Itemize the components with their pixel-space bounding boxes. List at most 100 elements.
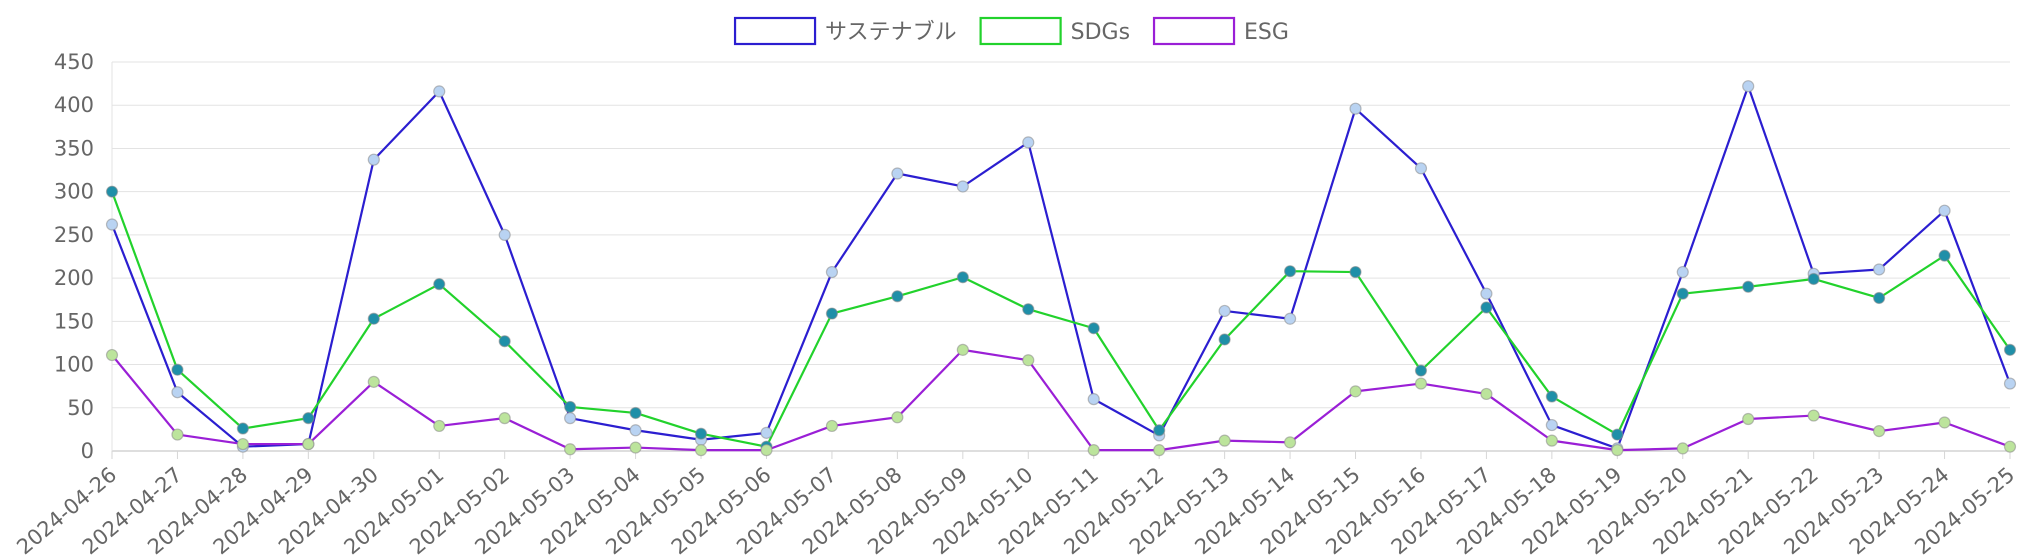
data-point[interactable] xyxy=(1676,442,1689,455)
data-point[interactable] xyxy=(1873,425,1886,438)
data-point[interactable] xyxy=(433,85,446,98)
data-point[interactable] xyxy=(1218,304,1231,318)
data-point[interactable] xyxy=(367,312,380,325)
data-point[interactable] xyxy=(694,427,708,440)
data-point[interactable] xyxy=(1676,287,1689,300)
data-point[interactable] xyxy=(105,185,119,198)
data-point[interactable] xyxy=(1283,312,1297,325)
data-point[interactable] xyxy=(1218,434,1231,447)
data-point[interactable] xyxy=(564,443,577,456)
data-point[interactable] xyxy=(105,348,119,362)
y-tick-label: 350 xyxy=(54,136,94,160)
y-tick-label: 450 xyxy=(54,50,94,74)
series-points[interactable] xyxy=(105,80,2017,457)
legend-item[interactable]: ESG xyxy=(1152,16,1289,46)
data-point[interactable] xyxy=(956,180,969,193)
data-point[interactable] xyxy=(1545,390,1558,403)
data-point[interactable] xyxy=(760,444,773,457)
data-point[interactable] xyxy=(1873,263,1886,276)
data-point[interactable] xyxy=(1022,303,1035,316)
data-point[interactable] xyxy=(956,271,969,284)
data-point[interactable] xyxy=(1480,387,1493,401)
data-point[interactable] xyxy=(1414,377,1428,390)
data-point[interactable] xyxy=(1087,322,1100,335)
data-point[interactable] xyxy=(1153,424,1166,437)
data-point[interactable] xyxy=(105,218,119,231)
data-point[interactable] xyxy=(1414,162,1428,175)
data-point[interactable] xyxy=(1349,265,1362,279)
data-point[interactable] xyxy=(171,428,184,441)
data-point[interactable] xyxy=(956,343,969,356)
series-lines xyxy=(110,85,2012,452)
data-point[interactable] xyxy=(1742,80,1755,93)
data-point[interactable] xyxy=(1545,434,1558,447)
legend-label: サステナブル xyxy=(825,20,957,45)
legend-item[interactable]: サステナブル xyxy=(733,16,957,46)
data-point[interactable] xyxy=(1480,287,1493,300)
data-point[interactable] xyxy=(1938,249,1951,262)
data-point[interactable] xyxy=(1153,444,1166,457)
data-point[interactable] xyxy=(2003,343,2017,356)
data-point[interactable] xyxy=(694,444,708,457)
data-point[interactable] xyxy=(1807,272,1820,286)
data-point[interactable] xyxy=(2003,440,2017,453)
data-point[interactable] xyxy=(1742,412,1755,426)
data-point[interactable] xyxy=(1807,409,1820,422)
data-point[interactable] xyxy=(1283,265,1297,278)
data-point[interactable] xyxy=(1938,416,1951,429)
data-point[interactable] xyxy=(171,386,184,399)
data-point[interactable] xyxy=(760,426,773,439)
data-point[interactable] xyxy=(236,437,249,451)
data-point[interactable] xyxy=(236,422,249,435)
data-point[interactable] xyxy=(1414,364,1428,377)
data-point[interactable] xyxy=(629,441,642,454)
data-point[interactable] xyxy=(1742,280,1755,293)
data-point[interactable] xyxy=(1218,333,1231,346)
data-point[interactable] xyxy=(433,278,446,291)
data-point[interactable] xyxy=(171,363,184,376)
data-point[interactable] xyxy=(825,265,839,279)
y-tick-label: 100 xyxy=(54,353,94,377)
data-point[interactable] xyxy=(564,400,577,414)
data-point[interactable] xyxy=(1022,136,1035,149)
data-point[interactable] xyxy=(1349,102,1362,115)
data-point[interactable] xyxy=(825,307,839,320)
data-point[interactable] xyxy=(302,412,315,425)
data-point[interactable] xyxy=(891,167,904,180)
data-point[interactable] xyxy=(825,419,839,433)
data-point[interactable] xyxy=(1087,444,1100,457)
data-point[interactable] xyxy=(1611,428,1624,441)
data-point[interactable] xyxy=(367,375,380,388)
data-point[interactable] xyxy=(2003,377,2017,390)
legend-item[interactable]: SDGs xyxy=(979,16,1130,46)
data-point[interactable] xyxy=(498,335,511,348)
y-tick-label: 250 xyxy=(54,223,94,247)
data-point[interactable] xyxy=(1611,444,1624,457)
legend-swatch xyxy=(1152,16,1236,46)
data-point[interactable] xyxy=(1283,436,1297,449)
data-point[interactable] xyxy=(498,228,511,241)
data-point[interactable] xyxy=(891,290,904,303)
data-point[interactable] xyxy=(1022,354,1035,367)
data-point[interactable] xyxy=(1873,291,1886,305)
data-point[interactable] xyxy=(564,412,577,425)
legend-swatch xyxy=(733,16,817,46)
data-point[interactable] xyxy=(891,411,904,424)
data-point[interactable] xyxy=(1676,265,1689,279)
data-point[interactable] xyxy=(498,412,511,425)
data-point[interactable] xyxy=(1087,393,1100,406)
data-point[interactable] xyxy=(433,419,446,433)
data-point[interactable] xyxy=(302,437,315,451)
data-point[interactable] xyxy=(1545,418,1558,432)
data-point[interactable] xyxy=(1938,204,1951,217)
legend-swatch xyxy=(979,16,1062,46)
data-point[interactable] xyxy=(629,424,642,437)
data-point[interactable] xyxy=(1480,301,1493,314)
data-point[interactable] xyxy=(367,153,380,166)
y-tick-label: 50 xyxy=(67,396,94,420)
data-point[interactable] xyxy=(629,406,642,420)
data-point[interactable] xyxy=(1349,385,1362,398)
legend[interactable]: サステナブル SDGs ESG xyxy=(733,16,1289,46)
